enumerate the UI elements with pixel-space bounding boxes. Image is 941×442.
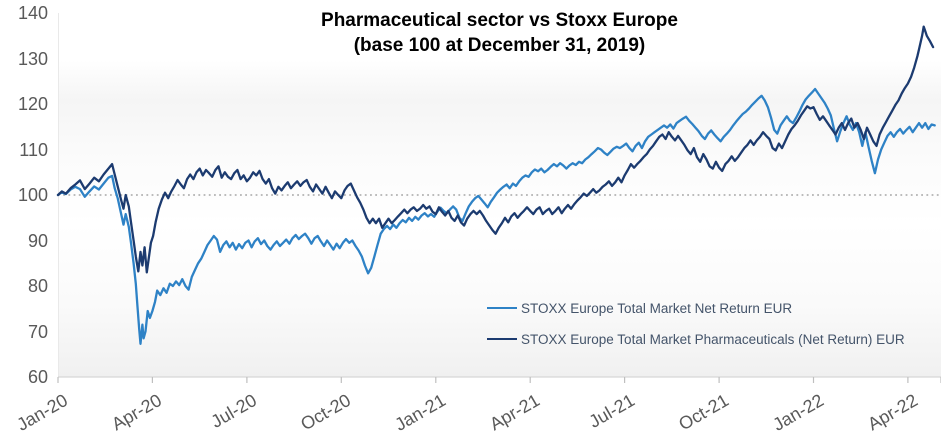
chart-title-line2: (base 100 at December 31, 2019) — [353, 35, 646, 56]
y-axis-label-100: 100 — [17, 185, 48, 205]
y-axis-label-80: 80 — [27, 276, 48, 296]
legend-label-1: STOXX Europe Total Market Pharmaceutical… — [521, 331, 905, 347]
series-line-1 — [56, 25, 935, 274]
legend-entry-0: STOXX Europe Total Market Net Return EUR — [487, 299, 905, 317]
y-axis-label-110: 110 — [19, 139, 48, 160]
chart-title-line1: Pharmaceutical sector vs Stoxx Europe — [321, 10, 678, 31]
legend-line-swatch-1 — [487, 338, 517, 340]
y-axis-label-120: 120 — [17, 94, 48, 114]
y-axis-label-140: 140 — [17, 3, 48, 23]
y-axis-label-130: 130 — [17, 48, 48, 69]
y-axis-label-60: 60 — [27, 367, 48, 387]
legend-label-0: STOXX Europe Total Market Net Return EUR — [521, 300, 793, 316]
y-axis-label-70: 70 — [27, 321, 48, 342]
y-axis-label-90: 90 — [27, 230, 48, 251]
chart-title: Pharmaceutical sector vs Stoxx Europe (b… — [58, 8, 941, 58]
legend: STOXX Europe Total Market Net Return EUR… — [487, 299, 905, 361]
legend-entry-1: STOXX Europe Total Market Pharmaceutical… — [487, 330, 905, 348]
legend-line-swatch-0 — [487, 307, 517, 309]
series-line-0 — [56, 87, 936, 345]
